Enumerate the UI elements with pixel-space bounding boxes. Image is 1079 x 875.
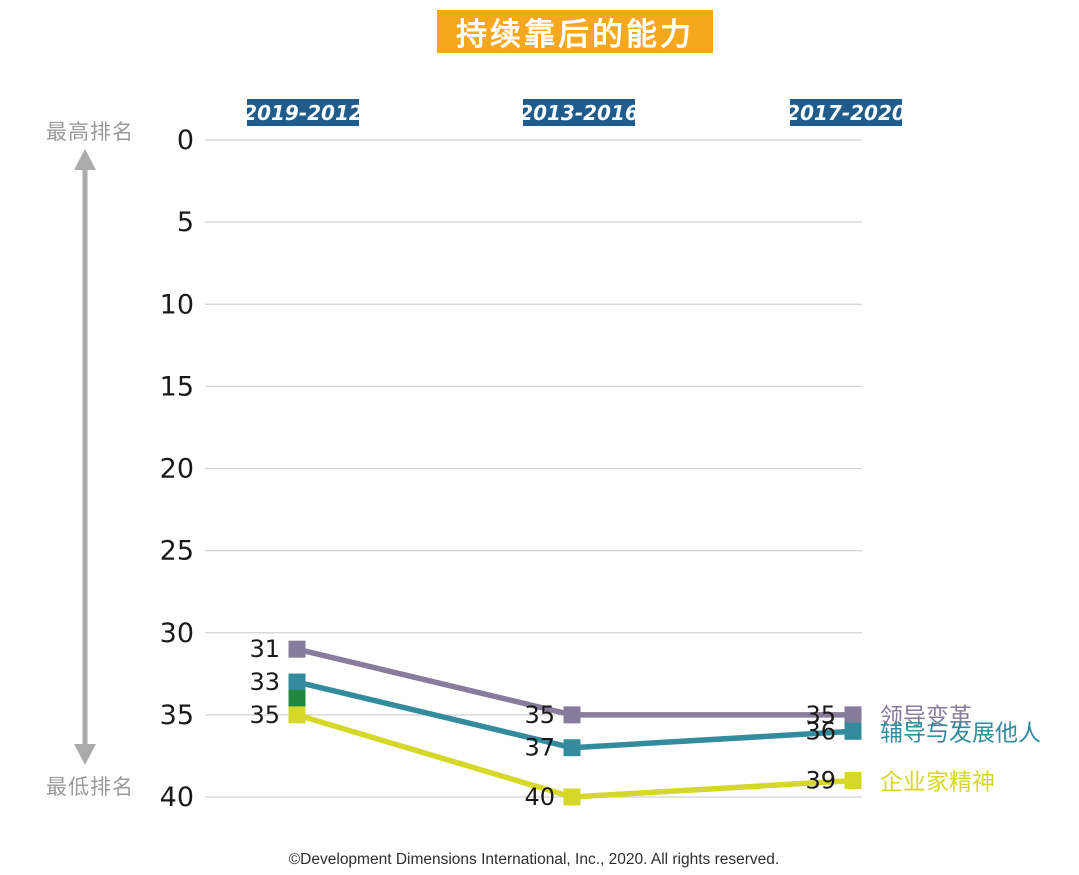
- y-axis-bottom-annotation: 最低排名: [46, 775, 134, 799]
- data-point-marker: [844, 706, 862, 724]
- copyright-footer: ©Development Dimensions International, I…: [288, 851, 780, 868]
- legend-label: 辅导与发展他人: [880, 720, 1041, 746]
- data-point-label: 31: [249, 635, 280, 663]
- y-tick-label: 30: [160, 618, 194, 649]
- data-point-marker: [288, 673, 306, 691]
- data-point-label: 40: [524, 783, 555, 811]
- legend-label: 企业家精神: [880, 770, 995, 796]
- y-tick-label: 5: [177, 207, 194, 238]
- y-tick-label: 15: [160, 371, 194, 402]
- y-tick-label: 35: [160, 700, 194, 731]
- data-point-marker: [844, 772, 862, 790]
- y-axis-top-annotation: 最高排名: [46, 120, 134, 144]
- data-point-marker: [288, 640, 306, 658]
- data-point-label: 37: [524, 734, 555, 762]
- data-point-marker: [288, 706, 306, 724]
- data-point-marker: [563, 706, 581, 724]
- arrow-down-icon: [74, 744, 96, 765]
- data-point-marker: [844, 722, 862, 740]
- data-point-label: 35: [249, 701, 280, 729]
- data-point-label: 39: [805, 767, 836, 795]
- y-tick-label: 10: [160, 289, 194, 320]
- data-point-label: 35: [524, 701, 555, 729]
- y-tick-label: 0: [177, 125, 194, 156]
- period-label: 2017-2020: [786, 101, 906, 125]
- y-tick-label: 40: [160, 782, 194, 813]
- legend-label: 领导变革: [880, 704, 972, 730]
- series-line: [296, 646, 853, 718]
- period-label: 2013-2016: [519, 101, 639, 125]
- y-tick-label: 20: [160, 454, 194, 485]
- data-point-marker: [288, 689, 306, 707]
- data-point-marker: [563, 739, 581, 757]
- data-point-marker: [563, 788, 581, 806]
- period-label-box: [523, 99, 635, 126]
- chart-title: 持续靠后的能力: [437, 10, 713, 53]
- arrow-up-icon: [74, 149, 96, 170]
- y-tick-label: 25: [160, 536, 194, 567]
- data-point-label: 33: [249, 668, 280, 696]
- data-point-label: 36: [805, 717, 836, 745]
- data-point-label: 35: [805, 701, 836, 729]
- period-label-box: [247, 99, 359, 126]
- period-label: 2019-2012: [243, 101, 363, 125]
- period-label-box: [790, 99, 902, 126]
